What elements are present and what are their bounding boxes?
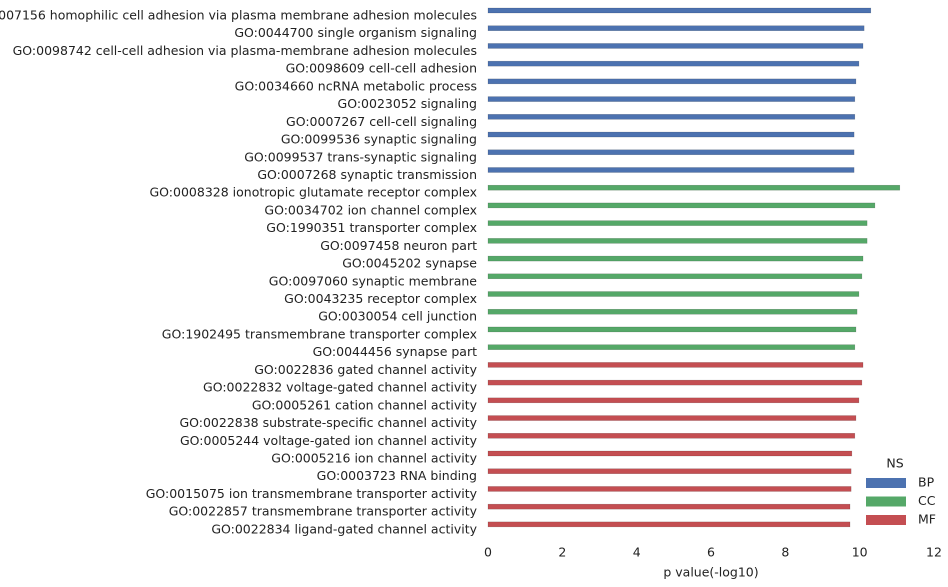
y-tick-label: GO:0005216 ion channel activity bbox=[271, 451, 477, 466]
y-tick-label: GO:0044456 synapse part bbox=[313, 344, 477, 359]
bar bbox=[487, 326, 857, 333]
x-tick-label: 8 bbox=[781, 545, 789, 560]
bar bbox=[487, 521, 851, 528]
legend-swatch bbox=[866, 478, 906, 488]
y-tick-label: GO:0045202 synapse bbox=[342, 256, 477, 271]
bar bbox=[487, 344, 856, 350]
bar bbox=[487, 450, 853, 457]
legend-swatch bbox=[866, 496, 906, 507]
bar bbox=[487, 25, 865, 31]
bar bbox=[487, 78, 857, 85]
y-tick-label: GO:0007156 homophilic cell adhesion via … bbox=[0, 8, 477, 23]
y-tick-label: GO:0007268 synaptic transmission bbox=[257, 167, 477, 182]
x-tick-label: 0 bbox=[484, 545, 492, 560]
bar bbox=[487, 96, 856, 102]
y-tick-label: GO:0030054 cell junction bbox=[318, 309, 477, 324]
y-tick-label: GO:0005261 cation channel activity bbox=[252, 397, 478, 412]
x-axis-label: p value(-log10) bbox=[663, 565, 758, 580]
y-tick-label: GO:0022857 transmembrane transporter act… bbox=[169, 504, 478, 519]
y-tick-label: GO:0022838 substrate-specific channel ac… bbox=[179, 415, 477, 430]
legend-swatch bbox=[866, 515, 906, 525]
bar bbox=[487, 291, 860, 297]
y-tick-label: GO:0043235 receptor complex bbox=[284, 291, 477, 306]
y-tick-label: GO:0022832 voltage-gated channel activit… bbox=[203, 380, 478, 395]
bar bbox=[487, 255, 864, 262]
x-tick-label: 12 bbox=[926, 545, 942, 560]
y-tick-label: GO:0005244 voltage-gated ion channel act… bbox=[180, 433, 478, 448]
bar bbox=[487, 60, 860, 67]
legend-label: MF bbox=[918, 512, 936, 527]
y-tick-label: GO:0099536 synaptic signaling bbox=[281, 132, 477, 147]
x-tick-label: 4 bbox=[633, 545, 641, 560]
y-tick-label: GO:0022836 gated channel activity bbox=[254, 362, 477, 377]
y-tick-label: GO:0044700 single organism signaling bbox=[234, 25, 477, 40]
bar bbox=[487, 273, 863, 280]
legend-title: NS bbox=[886, 456, 903, 471]
y-tick-label: GO:0098609 cell-cell adhesion bbox=[286, 61, 477, 76]
legend-label: CC bbox=[918, 493, 936, 508]
bar bbox=[487, 238, 868, 244]
y-tick-label: GO:0034702 ion channel complex bbox=[264, 202, 477, 217]
x-tick-label: 6 bbox=[707, 545, 715, 560]
y-tick-label: GO:0023052 signaling bbox=[338, 96, 477, 111]
bar bbox=[487, 468, 852, 474]
bar bbox=[487, 486, 852, 492]
y-tick-label: GO:0034660 ncRNA metabolic process bbox=[235, 78, 477, 93]
y-tick-label: GO:0015075 ion transmembrane transporter… bbox=[146, 486, 478, 501]
y-tick-label: GO:0022834 ligand-gated channel activity bbox=[211, 521, 477, 536]
y-tick-label: GO:1902495 transmembrane transporter com… bbox=[162, 326, 477, 341]
y-tick-label: GO:0098742 cell-cell adhesion via plasma… bbox=[13, 43, 477, 58]
y-tick-label: GO:0003723 RNA binding bbox=[317, 468, 477, 483]
bar bbox=[487, 220, 868, 226]
bar bbox=[487, 503, 851, 510]
bar bbox=[487, 379, 863, 386]
x-tick-label: 2 bbox=[558, 545, 566, 560]
y-tick-label: GO:0007267 cell-cell signaling bbox=[286, 114, 477, 129]
bar bbox=[487, 308, 858, 315]
bar bbox=[487, 131, 855, 138]
y-tick-label: GO:0008328 ionotropic glutamate receptor… bbox=[150, 185, 478, 200]
bar bbox=[487, 397, 860, 404]
y-tick-label: GO:1990351 transporter complex bbox=[266, 220, 477, 235]
y-tick-label: GO:0097060 synaptic membrane bbox=[269, 273, 478, 288]
bar bbox=[487, 202, 876, 209]
bar bbox=[487, 433, 856, 439]
bar bbox=[487, 167, 855, 173]
bar bbox=[487, 43, 864, 49]
x-tick-label: 10 bbox=[852, 545, 868, 560]
bar bbox=[487, 114, 856, 120]
bar bbox=[487, 149, 855, 156]
y-tick-label: GO:0099537 trans-synaptic signaling bbox=[244, 149, 477, 164]
bar bbox=[487, 7, 872, 14]
bar bbox=[487, 362, 864, 368]
y-tick-label: GO:0097458 neuron part bbox=[320, 238, 477, 253]
bar bbox=[487, 184, 901, 191]
bar bbox=[487, 415, 857, 421]
legend-label: BP bbox=[918, 475, 935, 490]
